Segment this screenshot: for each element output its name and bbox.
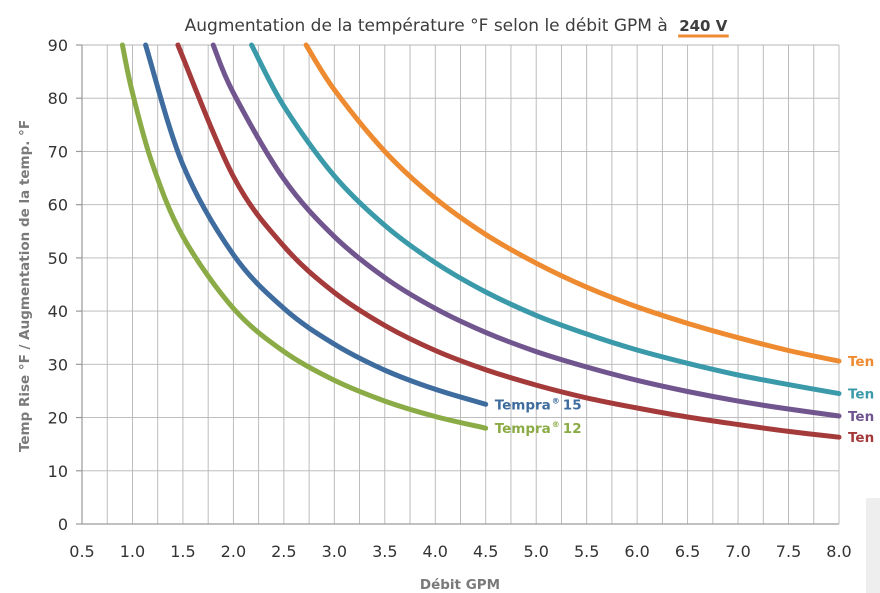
y-tick-label: 20 — [48, 409, 68, 428]
y-tick-label: 10 — [48, 462, 68, 481]
y-tick-label: 70 — [48, 142, 68, 161]
series-line-2 — [143, 42, 489, 407]
y-tick-label: 40 — [48, 302, 68, 321]
series-line-6 — [303, 42, 842, 364]
x-tick-label: 4.0 — [423, 542, 448, 561]
x-tick-label: 0.5 — [69, 542, 94, 561]
series-label-model: 15 — [563, 397, 582, 413]
y-tick-label: 90 — [48, 36, 68, 55]
x-tick-label: 1.5 — [170, 542, 195, 561]
y-tick-labels: 0 10 20 30 40 50 60 70 80 90 — [48, 36, 68, 534]
series-label-2: Tempra® 15 — [495, 396, 582, 413]
y-axis-label: Temp Rise °F / Augmentation de la temp. … — [17, 120, 33, 452]
series-label-name: Ten — [848, 354, 874, 370]
series-label-5: Ten — [848, 387, 874, 403]
x-tick-label: 1.0 — [120, 542, 145, 561]
series-label-name: Ten — [848, 430, 874, 446]
series-label-3: Ten — [848, 430, 874, 446]
series-line-4 — [210, 42, 842, 419]
y-tick-label: 80 — [48, 89, 68, 108]
side-panel — [866, 498, 880, 593]
series-label-name: Tempra — [495, 421, 551, 437]
x-tick-label: 7.5 — [776, 542, 801, 561]
series-label-name: Ten — [848, 409, 874, 425]
axes — [76, 44, 839, 525]
series-label-1: Tempra® 12 — [495, 420, 582, 437]
x-tick-label: 4.5 — [473, 542, 498, 561]
series-label-6: Ten — [848, 354, 874, 370]
series-line-1 — [119, 42, 489, 431]
series-label-model: 12 — [563, 421, 582, 437]
x-tick-label: 2.0 — [221, 542, 246, 561]
series-label-name: Ten — [848, 387, 874, 403]
y-tick-label: 50 — [48, 249, 68, 268]
series-label-4: Ten — [848, 409, 874, 425]
x-tick-label: 7.0 — [725, 542, 750, 561]
x-axis-label: Débit GPM — [420, 577, 500, 593]
y-tick-label: 60 — [48, 196, 68, 215]
series-line-3 — [175, 42, 842, 440]
chart-title-voltage: 240 V — [679, 17, 728, 35]
y-tick-label: 30 — [48, 355, 68, 374]
series-lines — [119, 42, 842, 440]
series-label-registered: ® — [552, 420, 560, 429]
series-line-5 — [249, 42, 842, 397]
y-tick-label: 0 — [58, 515, 68, 534]
x-tick-label: 5.0 — [523, 542, 548, 561]
x-tick-label: 6.0 — [624, 542, 649, 561]
series-label-registered: ® — [552, 396, 560, 405]
series-label-name: Tempra — [495, 397, 551, 413]
chart-title-main: Augmentation de la température °F selon … — [185, 16, 668, 36]
x-tick-label: 3.0 — [322, 542, 347, 561]
x-tick-label: 3.5 — [372, 542, 397, 561]
chart-title: Augmentation de la température °F selon … — [185, 16, 728, 36]
grid — [82, 44, 840, 524]
x-tick-label: 8.0 — [826, 542, 851, 561]
x-tick-labels: 0.5 1.0 1.5 2.0 2.5 3.0 3.5 4.0 4.5 5.0 5.5 6.0 6.5 7… — [69, 542, 851, 561]
x-tick-label: 6.5 — [675, 542, 700, 561]
x-tick-label: 2.5 — [271, 542, 296, 561]
x-tick-label: 5.5 — [574, 542, 599, 561]
